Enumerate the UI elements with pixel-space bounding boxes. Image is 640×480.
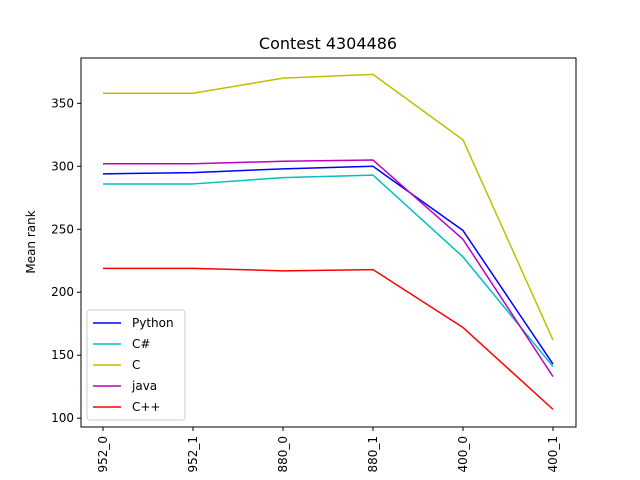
x-tick-label: 880_0 xyxy=(276,436,290,473)
series-line-python xyxy=(102,165,554,365)
series-line-c xyxy=(103,73,554,341)
x-tick-label: 952_1 xyxy=(186,436,200,473)
tick-group: 100 150 200 250 300 350 952_0 952_1 880_0 880_1 40… xyxy=(51,96,560,472)
legend-label: java xyxy=(131,379,157,393)
legend-label: C xyxy=(132,358,140,372)
x-tick-label: 880_1 xyxy=(366,436,380,473)
series-lines xyxy=(102,73,554,410)
x-tick-label: 952_0 xyxy=(96,436,110,473)
y-tick-label: 250 xyxy=(51,222,74,236)
legend-label: C# xyxy=(132,337,150,351)
y-tick-label: 100 xyxy=(51,411,74,425)
series-line-csharp xyxy=(103,267,554,410)
y-tick-label: 150 xyxy=(51,348,74,362)
plot-frame xyxy=(80,57,577,428)
series-line-java xyxy=(103,159,554,378)
y-tick-label: 200 xyxy=(51,285,74,299)
y-tick-label: 350 xyxy=(51,96,74,110)
series-line-csharp xyxy=(103,174,554,368)
x-tick-label: 400_0 xyxy=(456,436,470,473)
legend-label: C++ xyxy=(132,400,161,414)
legend-label: Python xyxy=(132,316,174,330)
chart-title: Contest 4304486 xyxy=(259,34,397,53)
y-tick-label: 300 xyxy=(51,159,74,173)
x-tick-label: 400_1 xyxy=(546,436,560,473)
y-axis-label: Mean rank xyxy=(24,210,38,273)
legend-box xyxy=(86,309,186,421)
